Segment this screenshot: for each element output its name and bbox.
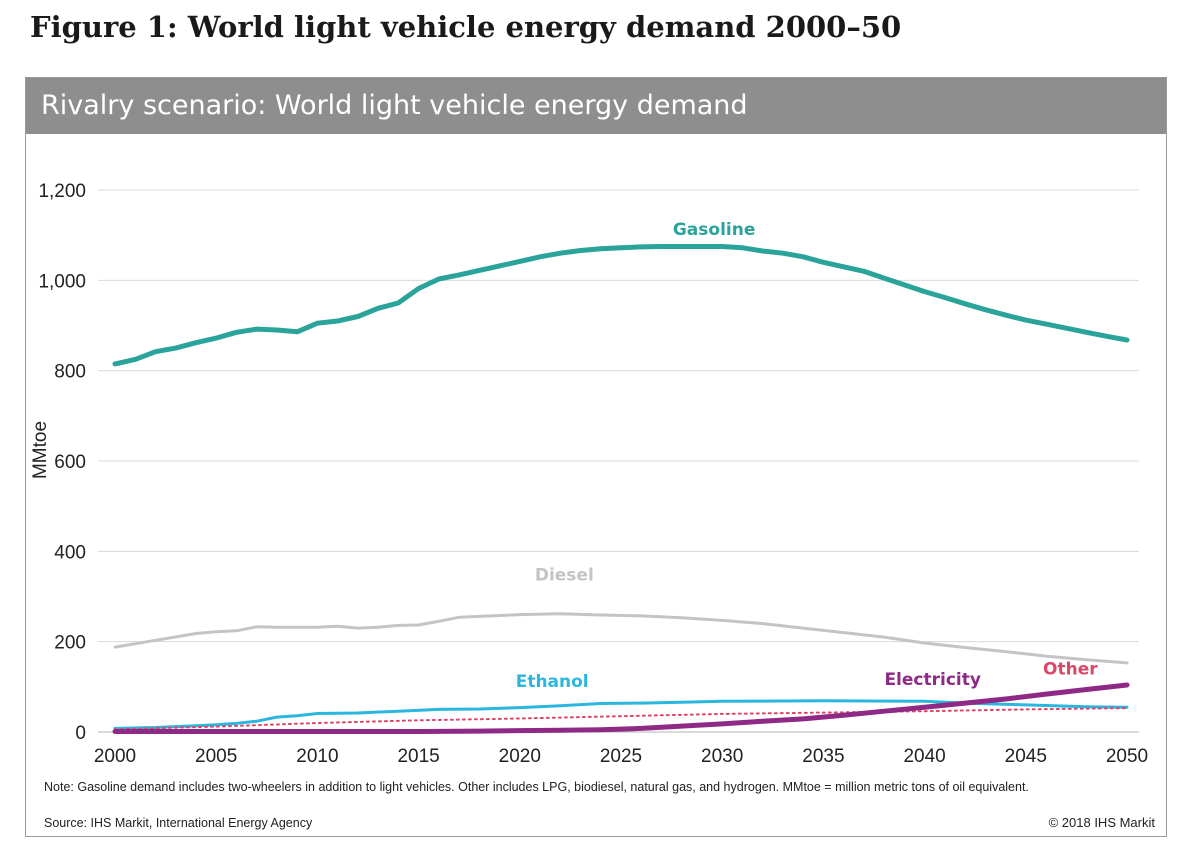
x-tick-label: 2005: [195, 746, 237, 767]
x-tick-label: 2020: [499, 746, 541, 767]
x-tick-label: 2015: [397, 746, 439, 767]
series-line-ethanol: [113, 699, 1129, 730]
series-label-gasoline: Gasoline: [673, 220, 756, 240]
x-tick-label: 2025: [600, 746, 642, 767]
y-tick-label: 200: [54, 633, 86, 654]
x-tick-label: 2045: [1005, 746, 1047, 767]
y-tick-label: 800: [54, 362, 86, 383]
x-tick-label: 2000: [94, 746, 136, 767]
series-line-gasoline: [112, 244, 1130, 367]
y-tick-label: 1,000: [38, 271, 86, 292]
series-label-electricity: Electricity: [884, 670, 981, 690]
series-label-other: Other: [1043, 660, 1098, 680]
series-line-electricity: [112, 682, 1130, 734]
y-tick-label: 1,200: [38, 181, 86, 202]
y-axis-ticks: 0 200 400 600 800 1,000 1,200: [38, 181, 86, 744]
figure-title: Figure 1: World light vehicle energy dem…: [30, 10, 902, 44]
panel-title: Rivalry scenario: World light vehicle en…: [26, 78, 1166, 134]
series-line-other: [114, 707, 1128, 731]
y-tick-label: 0: [75, 723, 86, 744]
x-tick-label: 2050: [1106, 746, 1148, 767]
x-tick-label: 2040: [903, 746, 945, 767]
y-tick-label: 400: [54, 542, 86, 563]
series-label-diesel: Diesel: [535, 566, 594, 586]
footnote-source: Source: IHS Markit, International Energy…: [44, 816, 313, 830]
chart-panel: Rivalry scenario: World light vehicle en…: [25, 77, 1167, 837]
footnote-note: Note: Gasoline demand includes two-wheel…: [44, 780, 1029, 794]
series-line-diesel: [113, 612, 1129, 665]
x-tick-label: 2010: [296, 746, 338, 767]
series-label-ethanol: Ethanol: [516, 672, 589, 692]
series-lines: [112, 244, 1130, 734]
x-tick-label: 2035: [802, 746, 844, 767]
copyright-notice: © 2018 IHS Markit: [1048, 815, 1155, 830]
x-tick-label: 2030: [701, 746, 743, 767]
y-axis-label: MMtoe: [30, 421, 51, 479]
y-tick-label: 600: [54, 452, 86, 473]
x-axis-ticks: 2000 2005 2010 2015 2020 2025 2030 2035 2040 2045…: [94, 746, 1148, 767]
series-labels: Gasoline Diesel Ethanol Other Electricity: [516, 220, 1099, 692]
